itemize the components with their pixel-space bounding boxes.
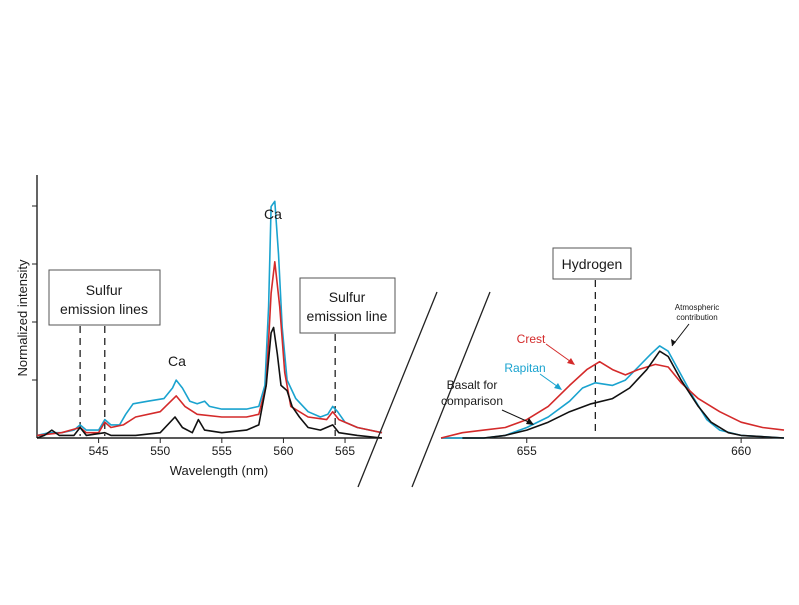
left-series-basalt [36, 326, 383, 439]
sulfur-line-box [299, 277, 396, 334]
left-x-tick-label: 555 [212, 444, 232, 458]
left-series-rapitan [36, 200, 383, 437]
sulfur-line-label-2: emission line [307, 308, 388, 324]
rapitan-arrowhead [554, 383, 562, 390]
right-series-crest [440, 360, 785, 439]
ca-small-label: Ca [168, 353, 186, 369]
left-panel: 545 550 555 560 565 Normalized intensity Wav… [15, 175, 396, 478]
left-x-tick-label: 550 [150, 444, 170, 458]
sulfur-line-label-1: Sulfur [329, 289, 366, 305]
hydrogen-label: Hydrogen [562, 256, 623, 272]
atmospheric-label-1: Atmospheric [675, 303, 719, 312]
left-y-axis-title: Normalized intensity [15, 259, 30, 377]
right-series-rapitan [441, 345, 785, 439]
atmospheric-label-2: contribution [676, 313, 717, 322]
sulfur-lines-label-2: emission lines [60, 301, 148, 317]
axis-break-slash-2 [411, 291, 491, 488]
rapitan-label: Rapitan [504, 361, 545, 375]
sulfur-lines-label-1: Sulfur [86, 282, 123, 298]
right-x-tick-label: 660 [731, 444, 751, 458]
basalt-label-2: comparison [441, 394, 503, 408]
left-x-tick-label: 560 [273, 444, 293, 458]
right-series-basalt [462, 350, 785, 439]
crest-arrowhead [567, 358, 575, 365]
hydrogen-box [552, 247, 632, 280]
right-x-tick-label: 655 [517, 444, 537, 458]
right-panel: 655 660 Hydrogen Atmospheric contribution… [440, 247, 785, 458]
axis-break-slash-1 [357, 291, 438, 488]
crest-label: Crest [517, 332, 546, 346]
sulfur-lines-box [48, 269, 161, 326]
basalt-label-1: Basalt for [447, 378, 498, 392]
left-series-crest [36, 261, 383, 437]
left-x-tick-label: 545 [89, 444, 109, 458]
ca-big-label: Ca [264, 206, 282, 222]
atmospheric-arrowhead [671, 339, 676, 346]
left-x-axis-title: Wavelength (nm) [170, 463, 269, 478]
left-x-tick-label: 565 [335, 444, 355, 458]
basalt-arrowhead [526, 418, 534, 425]
